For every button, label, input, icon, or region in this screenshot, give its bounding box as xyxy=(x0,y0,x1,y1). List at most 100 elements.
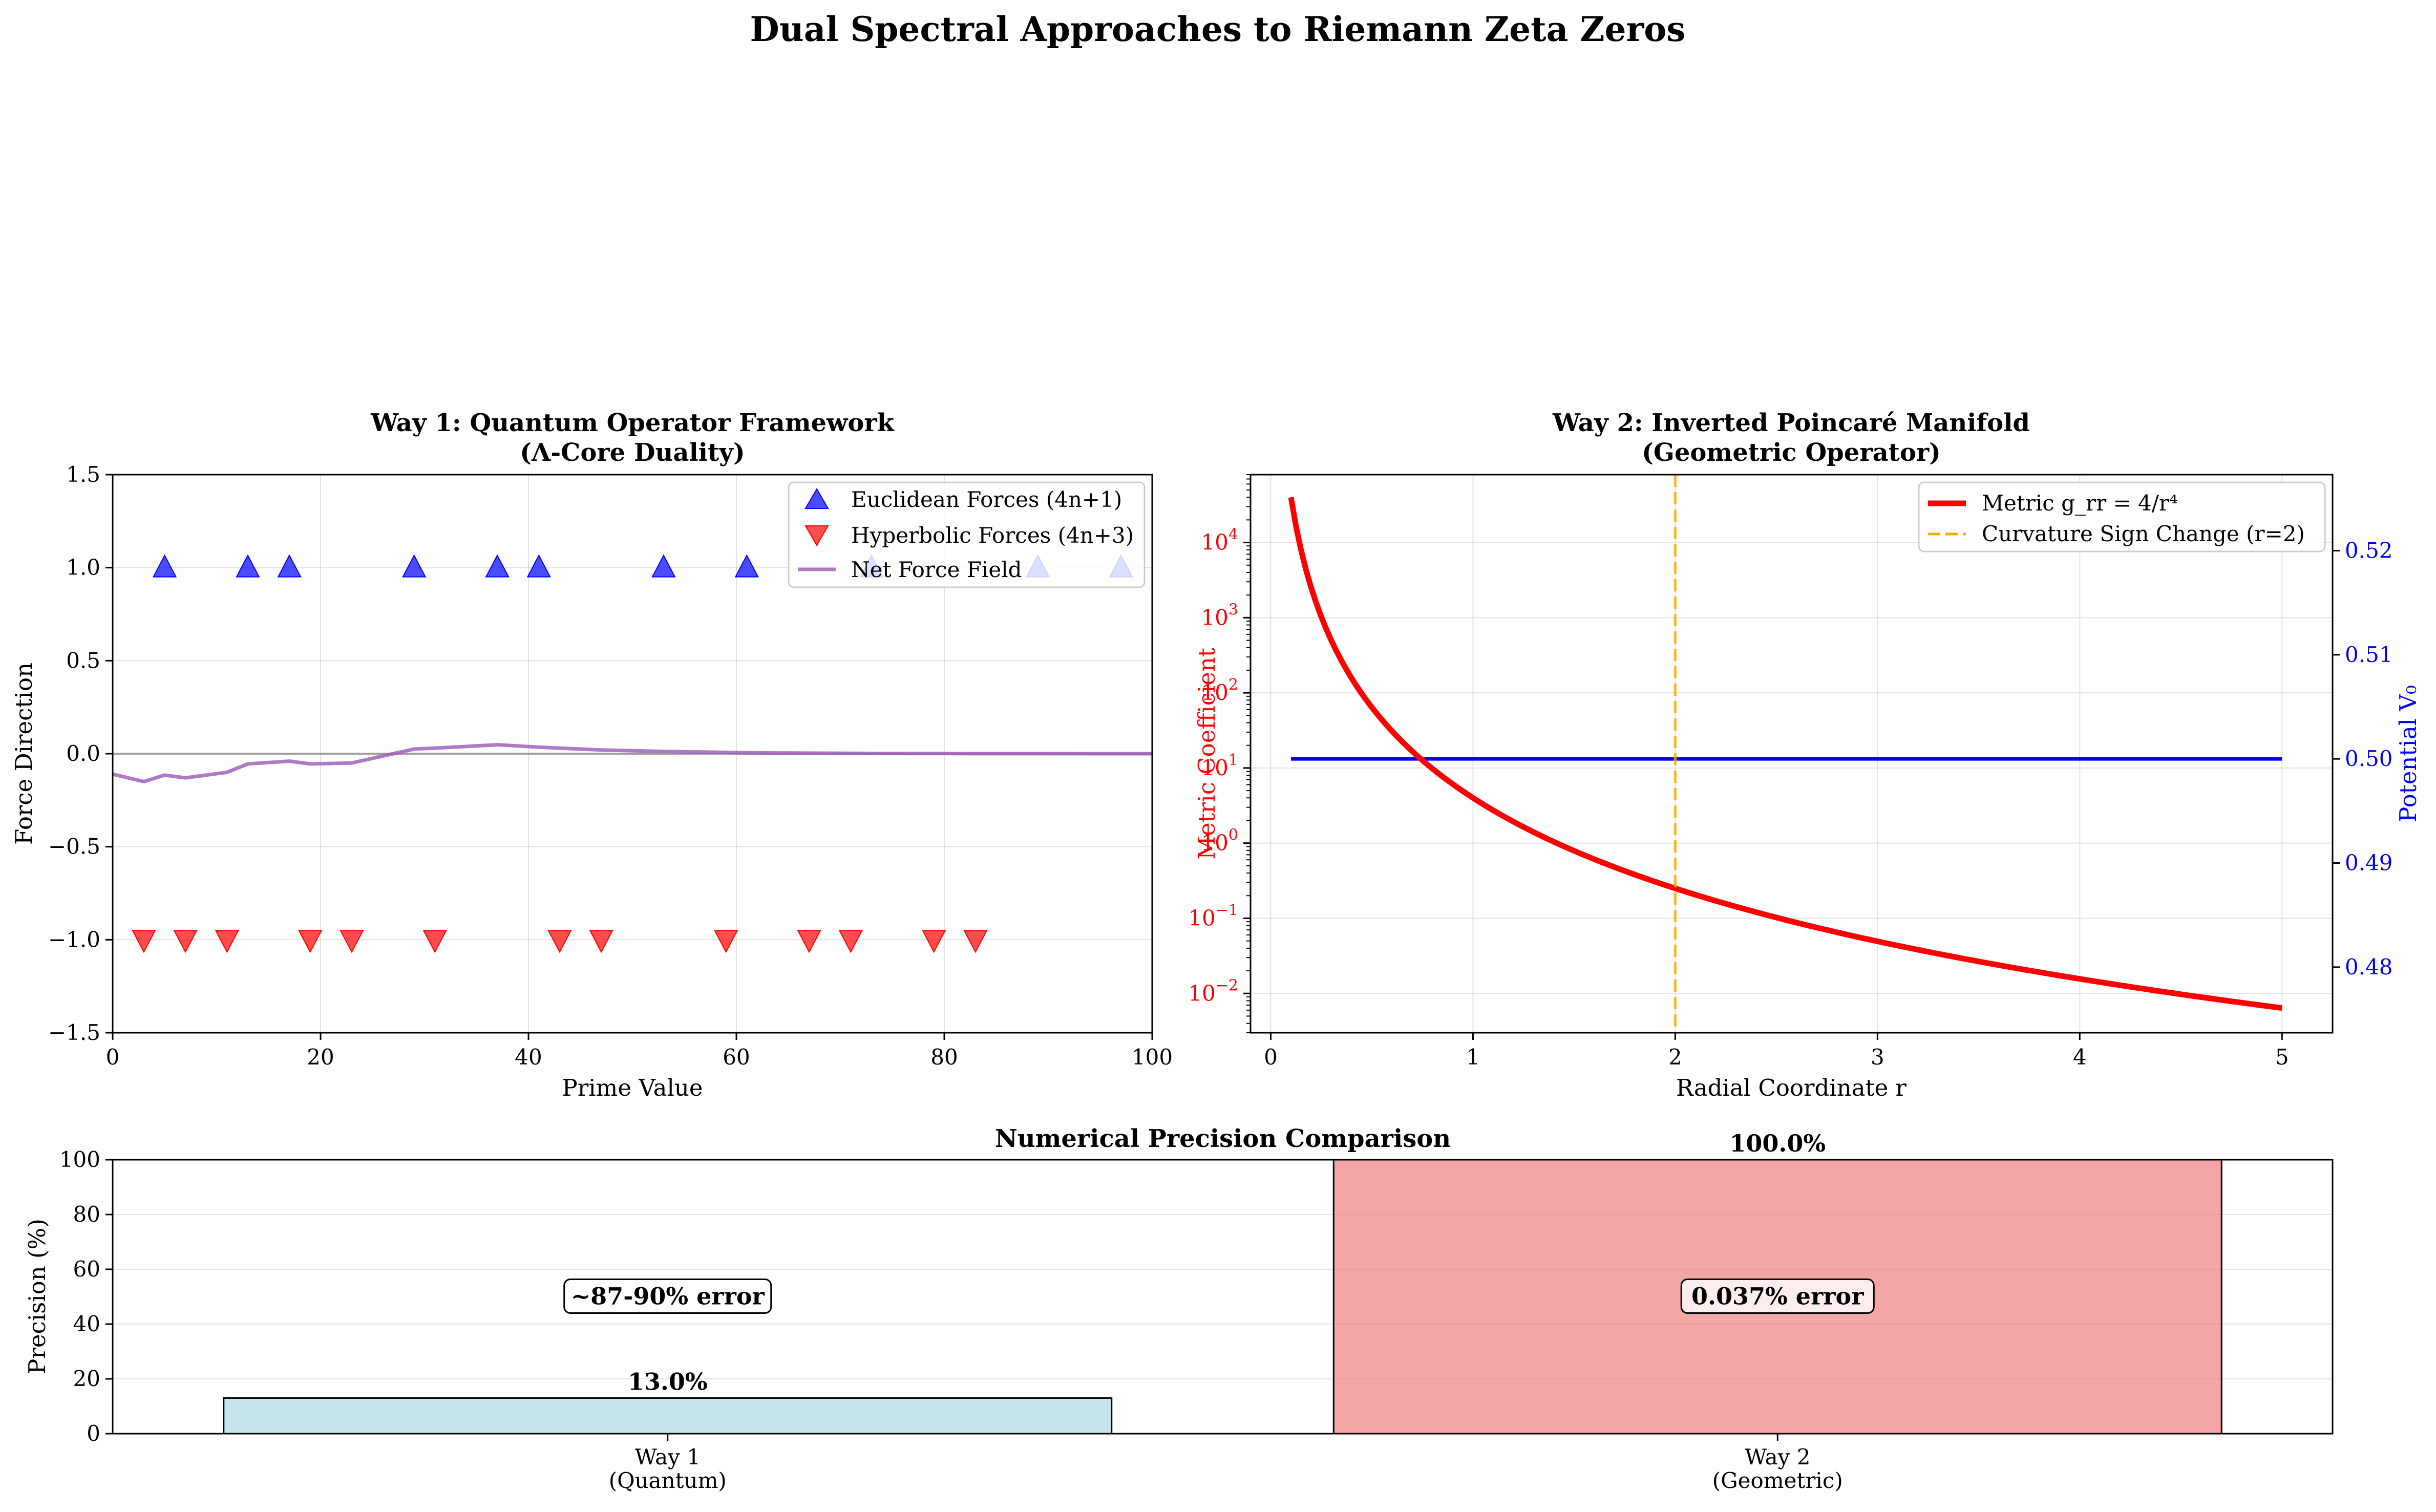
chart3-ytick-label: 20 xyxy=(73,1366,100,1391)
chart1-xtick-label: 60 xyxy=(723,1045,750,1070)
chart3-ytick-label: 0 xyxy=(87,1421,100,1446)
chart3-bar xyxy=(223,1397,1113,1435)
chart1-ytick-label: −0.5 xyxy=(48,834,100,859)
chart2-xtick-label: 4 xyxy=(2073,1045,2087,1070)
chart2-ytick-label: 10−1 xyxy=(1188,901,1238,930)
chart2-ylabel-right: Potential V₀ xyxy=(2395,685,2422,822)
chart1-euclidean-point xyxy=(236,554,260,578)
chart1-hyperbolic-point xyxy=(215,930,239,953)
chart2-legend-vline-label: Curvature Sign Change (r=2) xyxy=(1982,521,2305,546)
figure-suptitle: Dual Spectral Approaches to Riemann Zeta… xyxy=(750,9,1686,49)
chart1-euclidean-point xyxy=(651,554,676,578)
chart2-ytick-right-label: 0.48 xyxy=(2345,954,2393,979)
chart3-annotation-text: 0.037% error xyxy=(1691,1283,1864,1310)
chart3-frame xyxy=(112,1159,2334,1435)
chart3-xtick-sublabel: (Quantum) xyxy=(609,1468,727,1493)
chart3-ytick-label: 40 xyxy=(73,1311,100,1336)
chart1-hyperbolic-point xyxy=(714,930,738,953)
chart1-ylabel: Force Direction xyxy=(10,663,37,845)
chart2-frame xyxy=(1249,474,2334,1034)
chart1-hyperbolic-point xyxy=(173,930,198,953)
chart1-hyperbolic-point xyxy=(340,930,364,953)
chart1-xtick-label: 100 xyxy=(1132,1045,1173,1070)
chart1-hyperbolic-point xyxy=(838,930,863,953)
chart3-ticks: 0 20 40 60 80 100 Way 1(Quantum) Way 2(Geometri… xyxy=(59,1147,1843,1493)
chart2-subtitle: (Geometric Operator) xyxy=(1642,438,1941,467)
chart2-ytick-label: 100 xyxy=(1201,826,1238,856)
chart1-legend: Euclidean Forces (4n+1) Hyperbolic Force… xyxy=(788,481,1146,588)
chart1-ytick-label: −1.5 xyxy=(48,1020,100,1045)
chart2-ticks: 0 1 2 3 4 5 104 103 102 101 100 10−1 10−2 0.52 0.51 0.5… xyxy=(1188,474,2393,1070)
chart1-euclidean-point xyxy=(277,554,302,578)
chart1-xtick-label: 20 xyxy=(307,1045,334,1070)
chart3-xtick-sublabel: (Geometric) xyxy=(1712,1468,1843,1493)
chart2-ytick-label: 102 xyxy=(1201,676,1238,705)
chart3-ylabel: Precision (%) xyxy=(24,1219,51,1374)
chart3-ytick-label: 80 xyxy=(73,1202,100,1227)
chart1-xlabel: Prime Value xyxy=(562,1074,703,1101)
chart1-xtick-label: 80 xyxy=(930,1045,958,1070)
chart1-legend-euclidean-label: Euclidean Forces (4n+1) xyxy=(851,487,1122,512)
chart3-ytick-label: 60 xyxy=(73,1257,100,1282)
chart2-ytick-label: 10−2 xyxy=(1188,976,1238,1006)
chart1-net-force-line xyxy=(112,743,1153,784)
chart-way1: 0 20 40 60 80 100 1.5 1.0 0.5 0.0 −0.5 −1.0 −1.5 Way… xyxy=(10,409,1173,1101)
chart1-ytick-label: −1.0 xyxy=(48,927,100,952)
chart2-xtick-label: 2 xyxy=(1668,1045,1682,1070)
chart3-xtick-label: Way 2 xyxy=(1745,1444,1810,1470)
chart1-hyperbolic-point xyxy=(422,930,447,953)
chart2-metric-curve xyxy=(1288,497,2282,1011)
chart2-ytick-right-label: 0.52 xyxy=(2345,538,2393,563)
chart1-ytick-label: 1.0 xyxy=(66,555,100,580)
chart3-annotation-box xyxy=(1680,1279,1875,1314)
chart3-ytick-label: 100 xyxy=(59,1147,100,1172)
chart2-legend: Metric g_rr = 4/r⁴ Curvature Sign Change… xyxy=(1918,481,2326,552)
chart1-ytick-label: 0.5 xyxy=(66,648,100,673)
chart2-xtick-label: 5 xyxy=(2275,1045,2289,1070)
chart1-xtick-label: 40 xyxy=(515,1045,542,1070)
chart1-ytick-label: 0.0 xyxy=(66,741,100,766)
chart1-euclidean-point xyxy=(485,554,510,578)
chart1-euclidean-point xyxy=(734,554,759,578)
chart1-subtitle: (Λ-Core Duality) xyxy=(520,438,745,467)
chart1-hyperbolic-point xyxy=(922,930,946,953)
chart3-title: Numerical Precision Comparison xyxy=(995,1124,1451,1153)
chart1-title: Way 1: Quantum Operator Framework xyxy=(370,409,895,437)
chart-way2: 0 1 2 3 4 5 104 103 102 101 100 10−1 10−2 0.52 0.51 0.5… xyxy=(1188,409,2422,1101)
chart1-ytick-label: 1.5 xyxy=(66,462,100,487)
chart1-legend-euclidean-marker xyxy=(804,488,829,509)
chart3-bars: 13.0% ~87-90% error 100.0% 0.037% error xyxy=(223,1130,2222,1435)
chart2-xlabel: Radial Coordinate r xyxy=(1676,1074,1907,1101)
chart2-ytick-label: 101 xyxy=(1201,751,1238,780)
chart1-xtick-label: 0 xyxy=(106,1045,120,1070)
chart3-value-label: 13.0% xyxy=(628,1368,708,1395)
chart1-euclidean-point xyxy=(526,554,551,578)
chart2-ytick-label: 103 xyxy=(1201,601,1238,630)
chart1-legend-net-label: Net Force Field xyxy=(851,557,1022,582)
chart2-legend-box xyxy=(1918,481,2326,552)
chart1-legend-box xyxy=(788,481,1146,588)
chart1-hyperbolic-point xyxy=(963,930,988,953)
chart3-annotation-text: ~87-90% error xyxy=(571,1283,765,1310)
chart2-ytick-right-label: 0.49 xyxy=(2345,850,2393,876)
chart1-euclidean-point xyxy=(152,554,177,578)
chart2-ytick-right-label: 0.51 xyxy=(2345,642,2393,667)
chart2-ytick-label: 104 xyxy=(1201,526,1238,555)
chart1-ticks: 0 20 40 60 80 100 1.5 1.0 0.5 0.0 −0.5 −1.0 −1.5 xyxy=(48,462,1173,1070)
chart3-annotation-box xyxy=(563,1279,772,1314)
chart2-xtick-label: 0 xyxy=(1264,1045,1278,1070)
chart2-ytick-right-label: 0.50 xyxy=(2345,746,2393,771)
chart3-xtick-label: Way 1 xyxy=(635,1444,701,1470)
chart2-xtick-label: 1 xyxy=(1466,1045,1480,1070)
chart1-hyperbolic-point xyxy=(589,930,613,953)
chart1-hyperbolic-point xyxy=(298,930,323,953)
chart1-hyperbolic-point xyxy=(797,930,821,953)
chart-precision: 13.0% ~87-90% error 100.0% 0.037% error 0 20… xyxy=(24,1124,2334,1493)
chart3-value-label: 100.0% xyxy=(1729,1130,1826,1157)
chart2-xtick-label: 3 xyxy=(1871,1045,1884,1070)
chart1-legend-hyperbolic-marker xyxy=(804,525,829,546)
chart2-legend-metric-label: Metric g_rr = 4/r⁴ xyxy=(1982,491,2178,516)
chart1-hyperbolic-point xyxy=(132,930,156,953)
chart1-euclidean-point xyxy=(402,554,427,578)
